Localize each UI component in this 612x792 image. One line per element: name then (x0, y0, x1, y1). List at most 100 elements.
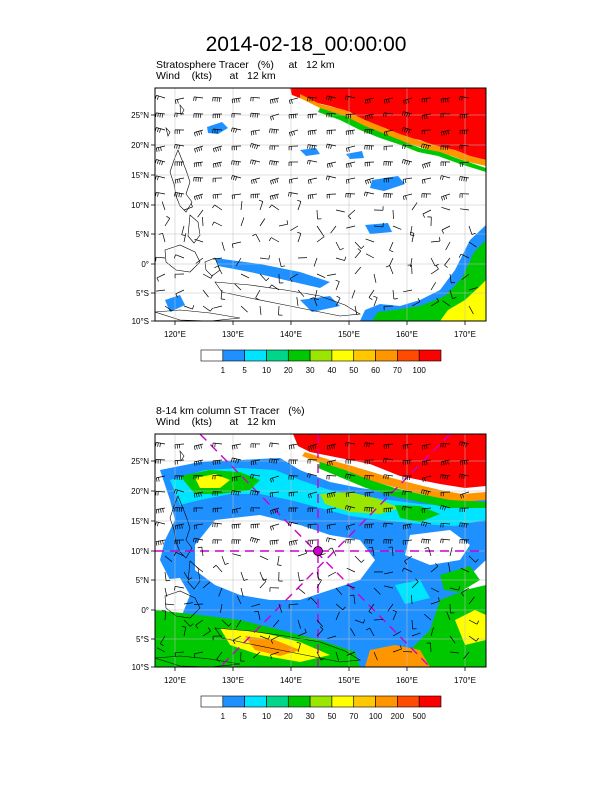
wind-barb-flag (345, 179, 348, 184)
wind-barb (308, 159, 318, 163)
wind-barb (335, 257, 345, 261)
panel1-lat-label: 0° (141, 260, 149, 269)
wind-barb (392, 611, 397, 621)
wind-barb-flag (200, 130, 203, 135)
wind-barb-flag (357, 248, 362, 252)
wind-barb-flag (155, 147, 158, 152)
wind-barb-flag (368, 611, 373, 614)
panel2-tracer-orange (302, 452, 486, 502)
wind-barb (411, 594, 413, 605)
wind-barb-flag (404, 491, 406, 496)
wind-barb (403, 144, 413, 147)
wind-barb (289, 192, 299, 195)
panel1-tracer-patch (215, 258, 330, 288)
colorbar-swatch (331, 349, 355, 362)
wind-barb-flag (385, 99, 388, 104)
wind-barb-flag (347, 96, 349, 101)
wind-barb-flag (461, 176, 463, 181)
wind-barb (259, 571, 264, 581)
wind-barb-flag (274, 179, 277, 184)
wind-barb (373, 273, 377, 283)
wind-barb-flag (347, 474, 349, 479)
wind-barb-flag (423, 461, 426, 466)
wind-barb-flag (193, 196, 196, 201)
wind-barb-flag (235, 161, 237, 166)
wind-barb-flag (174, 586, 176, 591)
wind-barb-flag (306, 473, 309, 478)
wind-barb (240, 587, 244, 597)
wind-barb-flag (443, 195, 446, 200)
wind-barb-flag (440, 538, 442, 543)
wind-barb-flag (265, 277, 270, 281)
wind-barb-flag (178, 145, 180, 150)
panel2-title-line2: Wind (kts) at 12 km (156, 416, 276, 428)
wind-barb-flag (326, 493, 329, 498)
wind-barb-flag (443, 131, 445, 136)
wind-barb-flag (368, 546, 373, 549)
wind-barb (195, 566, 204, 573)
panel2-lon-labels: 120°E 130°E 140°E 150°E 160°E 170°E (164, 676, 476, 685)
panel1-tracer-south-yellow (440, 280, 486, 321)
wind-barb-flag (440, 461, 443, 466)
wind-barb (460, 96, 470, 99)
wind-barb-flag (196, 131, 198, 136)
wind-barb (354, 619, 364, 624)
wind-barb (217, 265, 223, 275)
wind-barb (164, 587, 168, 597)
wind-barb-flag (254, 160, 256, 165)
panel2-tracer-south (400, 585, 486, 667)
wind-barb-flag (233, 458, 235, 463)
wind-barb-flag (174, 192, 176, 197)
colorbar-label: 100 (413, 366, 427, 375)
wind-barb (442, 300, 451, 307)
wind-barb-flag (212, 128, 214, 134)
wind-barb-flag (194, 148, 196, 153)
wind-barb (183, 233, 187, 243)
wind-barb-flag (312, 130, 314, 135)
wind-barb-flag (402, 179, 405, 184)
wind-barb-flag (198, 460, 200, 465)
wind-barb-flag (253, 179, 255, 184)
wind-barb-flag (408, 161, 411, 166)
wind-barb-flag (475, 559, 479, 563)
wind-barb (335, 241, 341, 251)
wind-barb-flag (434, 263, 439, 267)
wind-barb-flag (344, 473, 347, 478)
wind-barb-flag (256, 539, 259, 544)
wind-barb-flag (386, 131, 388, 136)
panel1-colorbar: 1 5 10 20 30 40 50 60 70 100 (200, 349, 442, 375)
wind-barb-flag (326, 509, 329, 514)
wind-barb (164, 610, 167, 621)
wind-barb-flag (369, 114, 371, 119)
wind-barb-flag (383, 99, 386, 104)
wind-barb-flag (436, 297, 440, 302)
wind-barb-flag (366, 115, 369, 120)
wind-barb-flag (219, 162, 221, 167)
wind-barb-flag (350, 130, 352, 135)
wind-barb (164, 555, 173, 562)
wind-barb (307, 523, 318, 525)
wind-barb (392, 631, 401, 637)
wind-barb (270, 491, 280, 494)
wind-barb-flag (344, 95, 347, 100)
wind-barb (403, 177, 413, 180)
panel1-tracer-patch (207, 122, 228, 134)
panel1-tracer-south-green (372, 240, 486, 321)
wind-barb-flag (312, 445, 315, 450)
wind-barb-flag (275, 161, 277, 166)
wind-barb-flag (233, 98, 236, 103)
panel2-tracer-patch (395, 580, 430, 604)
wind-barb (297, 552, 307, 557)
wind-barb-flag (288, 179, 291, 184)
wind-barb-flag (217, 162, 219, 167)
wind-barb-flag (195, 493, 198, 498)
wind-barb (155, 459, 166, 461)
wind-barb-flag (328, 96, 330, 101)
wind-barb-flag (348, 147, 350, 152)
wind-barb-flag (352, 130, 354, 135)
wind-barb (201, 547, 204, 557)
wind-barb-flag (160, 540, 162, 545)
wind-barb-flag (442, 461, 445, 466)
wind-barb-flag (402, 445, 404, 450)
wind-barb-flag (288, 445, 291, 450)
